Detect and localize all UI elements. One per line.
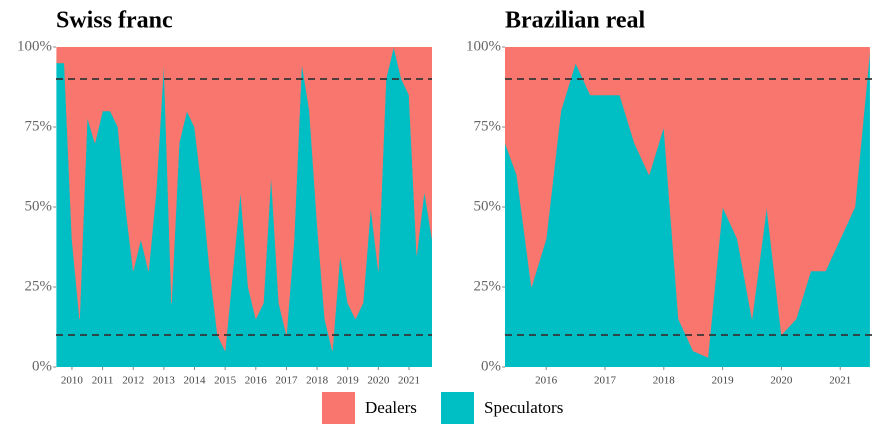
legend-label: Speculators [484,398,563,417]
x-tick-label: 2016 [535,375,558,387]
y-tick-label: 75% [474,118,502,134]
area-dealers [56,47,432,352]
y-tick-label: 50% [25,198,53,214]
x-tick-label: 2011 [92,375,114,387]
x-tick-label: 2016 [245,375,268,387]
x-tick-label: 2010 [61,375,84,387]
y-tick-label: 0% [481,358,501,374]
x-tick-label: 2015 [214,375,237,387]
y-tick-label: 100% [466,38,501,54]
x-tick-label: 2019 [712,375,735,387]
x-tick-label: 2019 [337,375,360,387]
x-tick-label: 2021 [829,375,851,387]
y-tick-label: 25% [474,278,502,294]
y-tick-label: 0% [32,358,52,374]
x-tick-label: 2012 [122,375,144,387]
plot-area [56,47,432,367]
x-tick-label: 2018 [653,375,676,387]
legend-swatch [322,392,355,424]
x-tick-label: 2020 [367,375,390,387]
y-tick-label: 50% [474,198,502,214]
y-tick-label: 25% [25,278,53,294]
y-tick-label: 100% [17,38,52,54]
panel-title: Brazilian real [505,8,646,34]
panel-title: Swiss franc [56,8,173,34]
x-tick-label: 2021 [398,375,420,387]
legend-label: Dealers [365,398,417,417]
x-tick-label: 2017 [594,375,617,387]
area-dealers [505,47,870,358]
plot-area [505,47,870,367]
x-tick-label: 2020 [770,375,793,387]
y-tick-label: 75% [25,118,53,134]
x-tick-label: 2013 [153,375,176,387]
x-tick-label: 2017 [275,375,298,387]
legend-swatch [441,392,474,424]
x-tick-label: 2018 [306,375,329,387]
x-tick-label: 2014 [184,375,207,387]
